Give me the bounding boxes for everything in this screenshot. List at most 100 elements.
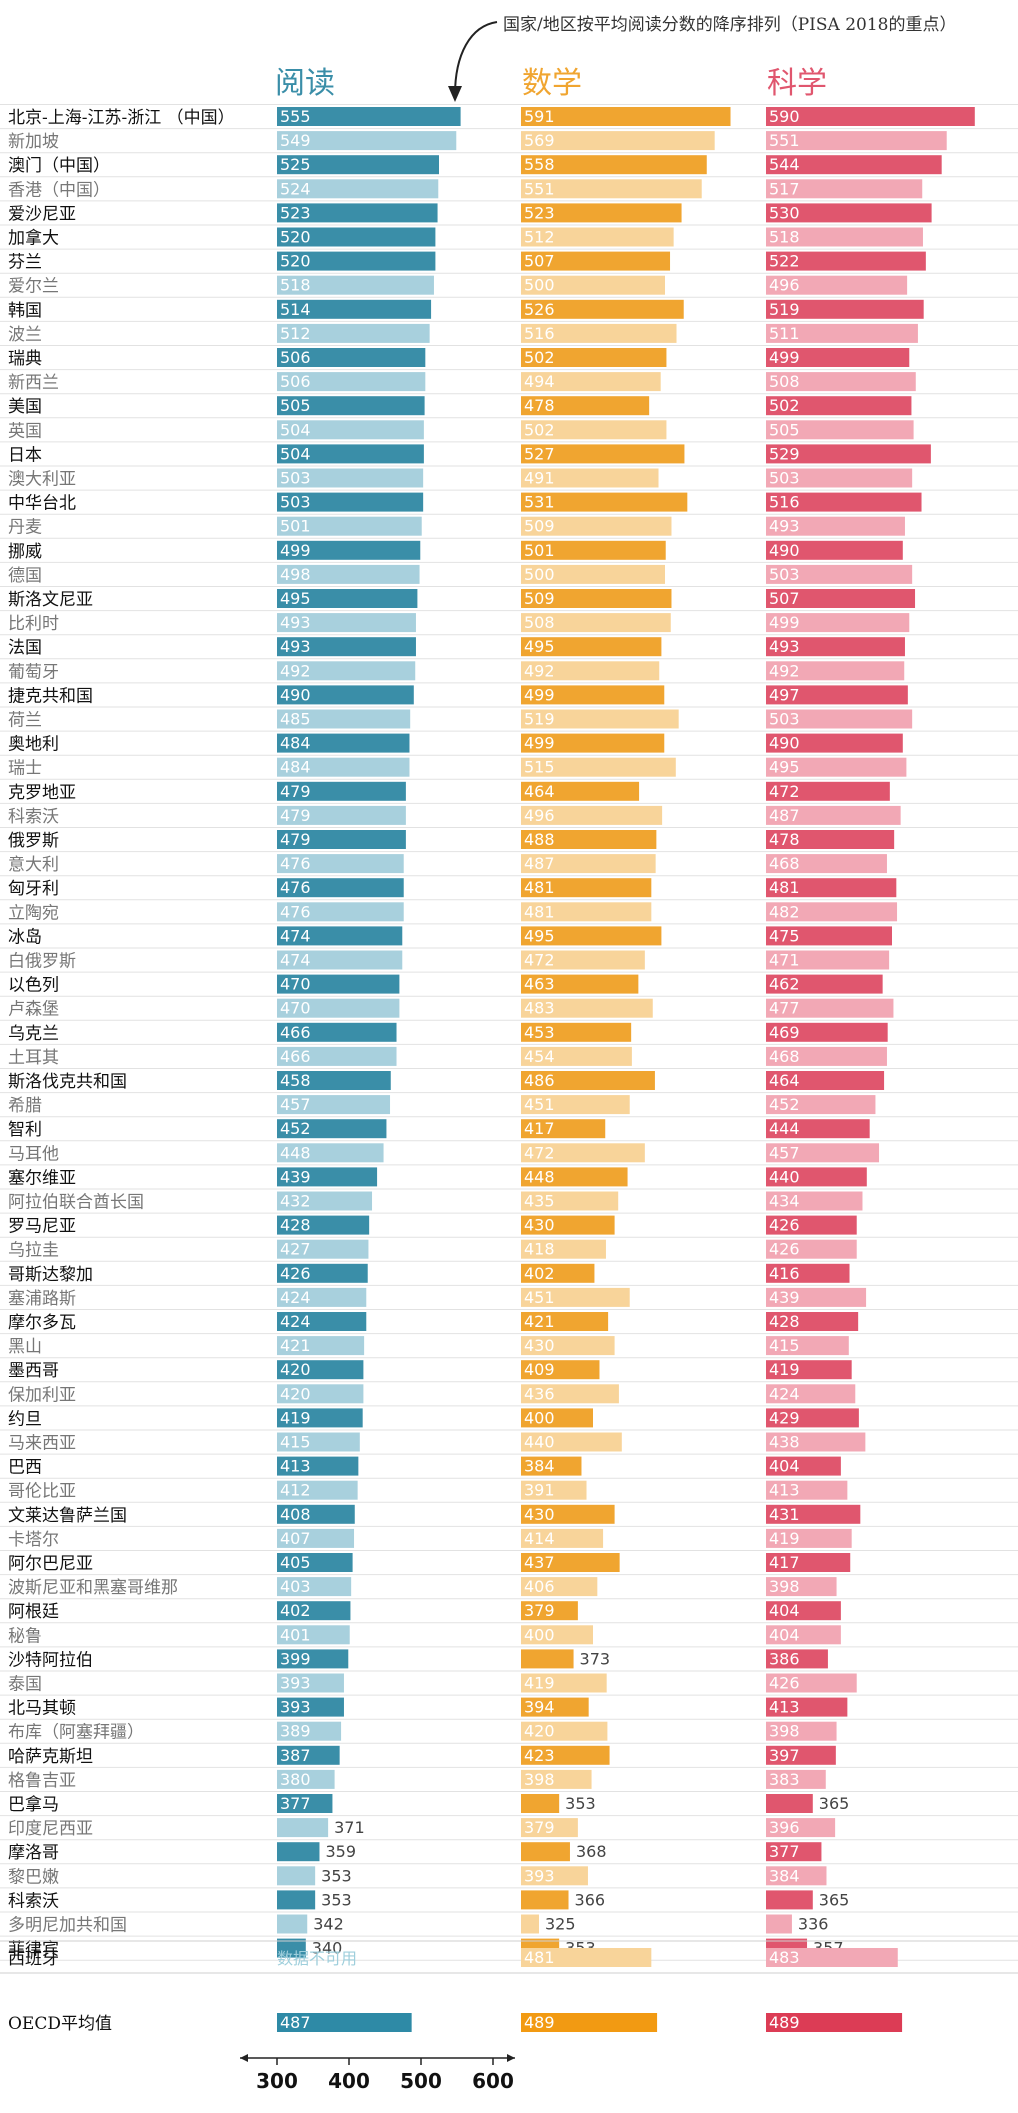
science-bar: [766, 781, 890, 801]
science-value-label: 522: [769, 252, 800, 271]
science-bar: [766, 227, 923, 247]
math-value-label: 366: [575, 1890, 606, 1909]
reading-value-label: 504: [280, 444, 311, 463]
science-value-label: 503: [769, 710, 800, 729]
science-value-label: 419: [769, 1360, 800, 1379]
row-label: 秘鲁: [8, 1626, 42, 1646]
math-value-label: 463: [524, 975, 555, 994]
math-value-label: 453: [524, 1023, 555, 1042]
science-value-label: 493: [769, 637, 800, 656]
science-value-label: 499: [769, 348, 800, 367]
reading-bar: [277, 1456, 359, 1476]
science-value-label: 487: [769, 806, 800, 825]
reading-bar: [277, 1480, 358, 1500]
math-bar: [521, 348, 667, 367]
science-bar: [766, 1480, 848, 1500]
reading-value-label: 518: [280, 276, 311, 295]
row-label: 哥伦比亚: [8, 1482, 76, 1502]
math-bar: [521, 1432, 622, 1452]
reading-bar: [277, 420, 424, 440]
math-value-label: 478: [524, 396, 555, 415]
science-value-label: 475: [769, 926, 800, 945]
science-bar: [766, 1456, 841, 1476]
reading-value-label: 419: [280, 1408, 311, 1427]
row-label: 北京-上海-江苏-浙江 （中国）: [8, 108, 235, 128]
reading-value-label: 466: [280, 1047, 311, 1066]
row-label: 澳门（中国）: [8, 156, 110, 176]
row-label: 罗马尼亚: [8, 1217, 76, 1237]
science-value-label: 511: [769, 324, 800, 343]
science-value-label: 404: [769, 1625, 800, 1644]
reading-bar: [277, 1697, 344, 1717]
annotation-arrow: [454, 21, 498, 96]
reading-bar: [277, 1577, 352, 1597]
reading-bar: [277, 589, 418, 608]
reading-bar: [277, 1649, 349, 1669]
reading-value-label: 525: [280, 155, 311, 174]
reading-bar: [277, 564, 420, 584]
reading-value-label: 476: [280, 902, 311, 921]
row-label: 波兰: [8, 325, 42, 345]
science-bar: [766, 1577, 837, 1597]
row-label: 斯洛文尼亚: [8, 590, 93, 610]
math-bar: [521, 1528, 604, 1548]
reading-bar: [277, 492, 424, 512]
reading-value-label: 476: [280, 878, 311, 897]
math-bar: [521, 1360, 600, 1380]
math-bar: [521, 372, 661, 392]
oecd-science-value-label: 489: [769, 2013, 800, 2032]
science-bar: [766, 420, 914, 440]
reading-value-label: 503: [280, 469, 311, 488]
math-bar: [521, 661, 660, 681]
math-value-label: 502: [524, 420, 555, 439]
science-value-label: 444: [769, 1119, 800, 1138]
reading-value-label: 458: [280, 1071, 311, 1090]
science-bar: [766, 396, 912, 416]
reading-bar: [277, 299, 432, 319]
science-bar: [766, 854, 887, 874]
science-bar: [766, 1287, 867, 1307]
reading-bar: [277, 1263, 368, 1283]
reading-bar: [277, 1191, 373, 1211]
reading-bar: [277, 227, 436, 247]
row-label: 日本: [8, 445, 42, 465]
science-value-label: 517: [769, 179, 800, 198]
science-value-label: 502: [769, 396, 800, 415]
reading-value-label: 520: [280, 228, 311, 247]
math-bar: [521, 540, 666, 560]
reading-value-label: 490: [280, 685, 311, 704]
math-bar: [521, 1721, 608, 1741]
oecd-reading-value-label: 487: [280, 2013, 311, 2032]
math-value-label: 481: [524, 902, 555, 921]
reading-bar: [277, 107, 461, 126]
math-value-label: 419: [524, 1674, 555, 1693]
row-label: 保加利亚: [8, 1385, 76, 1405]
reading-bar: [277, 203, 438, 223]
reading-bar: [277, 757, 410, 777]
reading-value-label: 407: [280, 1529, 311, 1548]
reading-value-label: 505: [280, 396, 311, 415]
oecd-science-bar: [766, 2013, 903, 2032]
science-value-label: 386: [769, 1649, 800, 1668]
math-value-label: 569: [524, 131, 555, 150]
science-value-label: 336: [798, 1915, 829, 1934]
science-value-label: 495: [769, 758, 800, 777]
reading-bar: [277, 1408, 363, 1428]
math-bar: [521, 323, 677, 343]
reading-bar: [277, 1745, 340, 1765]
reading-value-label: 476: [280, 854, 311, 873]
reading-value-label: 424: [280, 1312, 311, 1331]
science-value-label: 404: [769, 1601, 800, 1620]
reading-bar: [277, 1504, 355, 1524]
math-value-label: 495: [524, 637, 555, 656]
science-value-label: 462: [769, 975, 800, 994]
science-bar: [766, 492, 922, 512]
row-label: 希腊: [8, 1096, 42, 1116]
math-bar: [521, 1948, 652, 1967]
x-axis-arrow-right: [507, 2054, 515, 2062]
science-bar: [766, 1504, 861, 1524]
math-value-label: 437: [524, 1553, 555, 1572]
math-bar: [521, 1504, 615, 1524]
reading-value-label: 380: [280, 1770, 311, 1789]
reading-bar: [277, 1890, 316, 1910]
